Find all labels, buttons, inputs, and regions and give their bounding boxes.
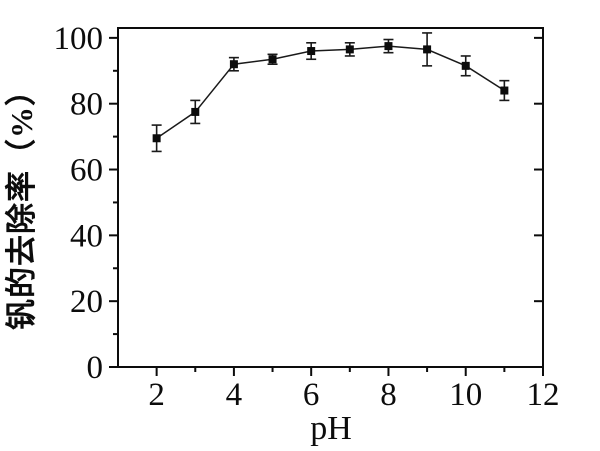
data-point-marker: [500, 86, 509, 95]
y-tick-label: 100: [54, 21, 104, 57]
y-axis-title: 钒的去除率（%）: [4, 74, 39, 330]
data-point-marker: [423, 45, 432, 54]
data-point-marker: [307, 47, 316, 56]
y-tick-label: 0: [87, 350, 104, 386]
y-tick-label: 40: [70, 218, 103, 254]
x-tick-label: 8: [380, 377, 397, 413]
plot-area: 2 4 6 8 10 12 0 20 40 60 80 100: [54, 21, 560, 413]
data-point-marker: [345, 45, 354, 54]
plot-frame: [117, 27, 544, 368]
data-point-marker: [152, 134, 161, 143]
x-tick-label: 10: [449, 377, 482, 413]
data-point-marker: [191, 107, 200, 116]
y-tick-label: 80: [70, 87, 103, 123]
data-point-marker: [268, 55, 277, 64]
data-series-line: [156, 45, 505, 139]
x-tick-label: 12: [527, 377, 560, 413]
x-tick-label: 2: [148, 377, 165, 413]
data-point-marker: [384, 42, 393, 51]
y-tick-label: 20: [70, 284, 103, 320]
data-point-marker: [229, 60, 238, 69]
data-point-marker: [461, 61, 470, 70]
x-tick-label: 6: [303, 377, 320, 413]
x-axis-title: pH: [310, 410, 352, 447]
x-tick-label: 4: [226, 377, 243, 413]
y-tick-label: 60: [70, 153, 103, 189]
